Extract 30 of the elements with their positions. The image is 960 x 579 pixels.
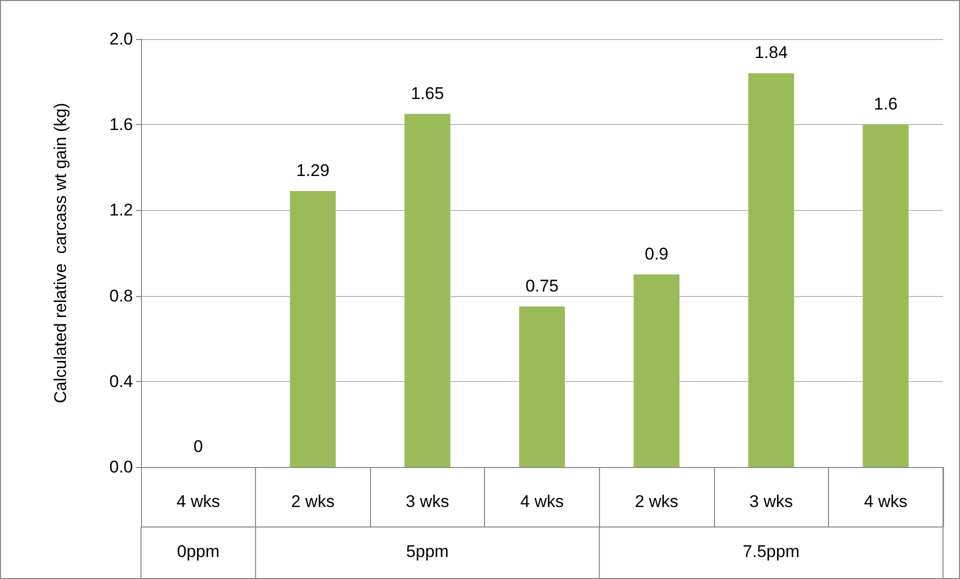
data-label: 1.6 <box>874 94 898 114</box>
x-tick-label: 3 wks <box>406 492 450 511</box>
text: 5ppm <box>406 542 449 561</box>
data-label: 0.9 <box>644 244 668 264</box>
data-label: 1.65 <box>410 84 444 103</box>
y-axis-title: Calculated relative carcass wt gain (kg) <box>51 102 70 404</box>
y-tick-label: 0.0 <box>109 458 133 476</box>
y-tick-label: 0.4 <box>109 372 133 391</box>
x-tick-label: 4 wks <box>176 492 220 511</box>
y-tick-label: 2.0 <box>109 30 133 48</box>
bar <box>748 73 794 467</box>
text: 7.5ppm <box>742 542 800 561</box>
bar <box>862 124 909 467</box>
x-tick-label: 2 wks <box>291 492 335 511</box>
y-tick-label: 1.2 <box>109 200 133 220</box>
x-tick-label: 4 wks <box>864 492 908 511</box>
x-tick-label: 4 wks <box>520 492 564 511</box>
bar <box>519 306 565 467</box>
data-label: 0 <box>194 437 204 456</box>
bar <box>290 190 336 467</box>
y-tick-label: 1.6 <box>109 115 133 134</box>
y-tick-label: 0.8 <box>109 286 133 306</box>
x-tick-label: 3 wks <box>749 492 793 511</box>
data-label: 1.84 <box>754 43 788 62</box>
bar <box>634 274 680 467</box>
text: 0ppm <box>177 542 220 561</box>
bar <box>404 114 450 467</box>
x-tick-label: 2 wks <box>634 492 678 511</box>
data-label: 0.75 <box>525 276 559 296</box>
data-label: 1.29 <box>296 160 330 180</box>
